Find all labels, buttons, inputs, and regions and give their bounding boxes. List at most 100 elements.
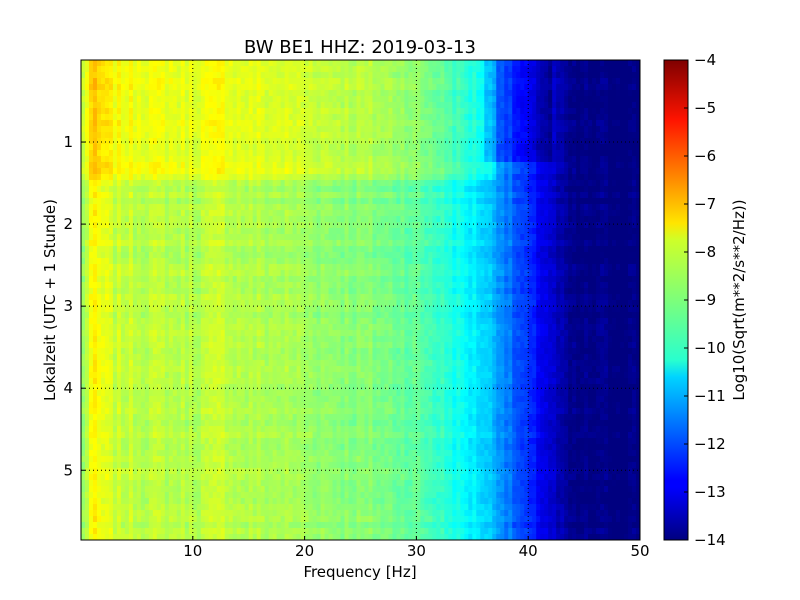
heatmap-cell [252,192,258,199]
heatmap-cell [176,270,182,277]
heatmap-cell [516,222,521,229]
heatmap-cell [516,216,521,223]
heatmap-cell [380,234,386,241]
heatmap-cell [340,264,346,271]
heatmap-cell [552,78,557,85]
heatmap-cell [428,222,433,229]
heatmap-cell [612,204,617,211]
heatmap-cell [356,192,362,199]
heatmap-cell [152,198,158,205]
heatmap-cell [296,132,302,139]
heatmap-cell [428,72,433,79]
heatmap-cell [280,234,286,241]
heatmap-cell [532,144,537,151]
heatmap-cell [532,60,537,67]
heatmap-cell [536,90,541,97]
heatmap-cell [600,138,605,145]
heatmap-cell [372,150,378,157]
heatmap-cell [564,192,569,199]
heatmap-cell [88,210,94,217]
heatmap-cell [352,216,358,223]
heatmap-cell [152,102,158,109]
heatmap-cell [536,258,541,265]
heatmap-cell [216,114,222,121]
heatmap-cell [280,252,286,259]
heatmap-cell [460,228,465,235]
heatmap-cell [208,186,214,193]
heatmap-cell [216,216,222,223]
heatmap-cell [204,132,210,139]
heatmap-cell [552,198,557,205]
heatmap-cell [416,84,421,91]
heatmap-cell [256,264,262,271]
heatmap-cell [468,162,473,169]
heatmap-cell [260,162,266,169]
heatmap-cell [484,258,489,265]
heatmap-cell [228,90,234,97]
heatmap-cell [444,102,449,109]
heatmap-cell [388,60,394,67]
heatmap-cell [168,222,174,229]
heatmap-cell [96,192,102,199]
heatmap-cell [176,138,182,145]
heatmap-cell [548,198,553,205]
heatmap-cell [204,144,210,151]
heatmap-cell [524,216,529,223]
heatmap-cell [580,204,585,211]
heatmap-cell [160,90,166,97]
heatmap-cell [88,216,94,223]
heatmap-cell [224,72,230,79]
heatmap-cell [412,168,417,175]
heatmap-cell [580,72,585,79]
heatmap-cell [372,72,378,79]
heatmap-cell [432,228,437,235]
heatmap-cell [532,156,537,163]
heatmap-cell [144,270,150,277]
heatmap-cell [272,102,278,109]
heatmap-cell [264,78,270,85]
heatmap-cell [408,264,413,271]
heatmap-cell [164,240,170,247]
heatmap-cell [600,192,605,199]
heatmap-cell [428,96,433,103]
heatmap-cell [424,258,429,265]
heatmap-cell [608,246,613,253]
heatmap-cell [108,120,114,127]
heatmap-cell [356,258,362,265]
heatmap-cell [120,198,126,205]
heatmap-cell [624,186,629,193]
heatmap-cell [292,228,298,235]
heatmap-cell [592,72,597,79]
heatmap-cell [448,150,453,157]
heatmap-cell [216,192,222,199]
heatmap-cell [612,228,617,235]
heatmap-cell [532,114,537,121]
heatmap-cell [636,216,640,223]
heatmap-cell [480,90,485,97]
heatmap-cell [280,126,286,133]
heatmap-cell [224,252,230,259]
heatmap-cell [264,138,270,145]
heatmap-cell [400,138,406,145]
heatmap-cell [636,246,640,253]
heatmap-cell [360,120,366,127]
heatmap-cell [260,150,266,157]
heatmap-cell [88,198,94,205]
heatmap-cell [100,174,106,181]
heatmap-cell [264,246,270,253]
heatmap-cell [540,258,545,265]
heatmap-cell [352,210,358,217]
heatmap-cell [396,198,402,205]
heatmap-cell [156,126,162,133]
heatmap-cell [600,72,605,79]
heatmap-cell [300,72,306,79]
heatmap-cell [132,150,138,157]
heatmap-cell [364,174,370,181]
heatmap-cell [192,270,198,277]
heatmap-cell [160,84,166,91]
heatmap-cell [464,240,469,247]
heatmap-cell [104,84,110,91]
heatmap-cell [264,90,270,97]
heatmap-cell [500,258,505,265]
heatmap-cell [160,150,166,157]
